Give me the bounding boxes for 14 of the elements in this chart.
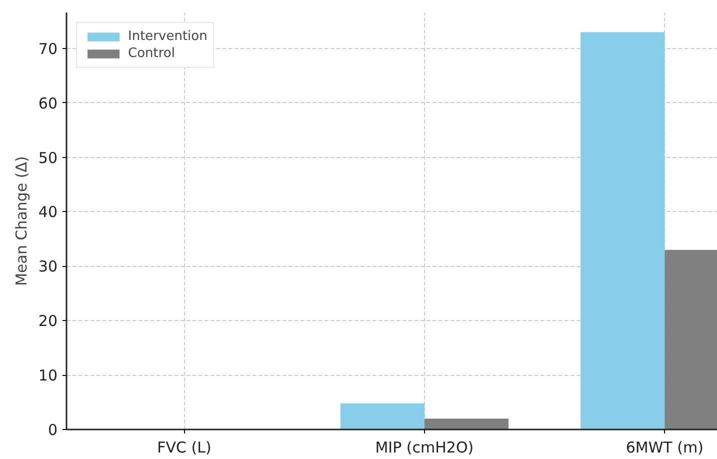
x-tick-label: FVC (L) xyxy=(157,438,212,456)
y-tick-label: 0 xyxy=(48,421,58,439)
legend-label: Control xyxy=(128,46,175,61)
x-tick-label: MIP (cmH2O) xyxy=(375,438,474,456)
y-tick-label: 20 xyxy=(38,312,58,330)
y-tick-label: 10 xyxy=(38,366,58,385)
y-axis-title: Mean Change (Δ) xyxy=(12,156,30,286)
y-tick-label: 70 xyxy=(38,40,58,58)
legend-label: Intervention xyxy=(128,29,208,44)
x-tick-label: 6MWT (m) xyxy=(626,438,704,456)
y-tick-label: 30 xyxy=(38,258,58,276)
y-tick-label: 40 xyxy=(38,203,58,222)
y-tick-label: 60 xyxy=(38,94,58,112)
y-tick-label: 50 xyxy=(38,148,58,167)
